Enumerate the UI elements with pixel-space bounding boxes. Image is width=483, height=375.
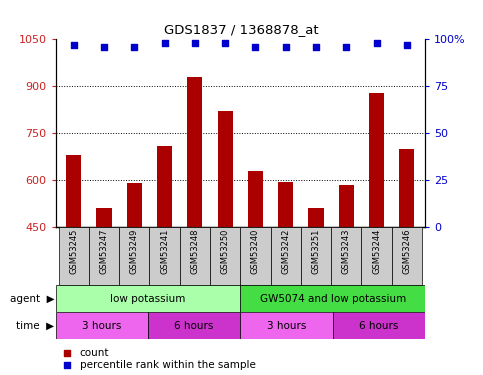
Bar: [89, 227, 119, 285]
Bar: [56, 285, 241, 312]
Text: agent  ▶: agent ▶: [10, 294, 55, 304]
Bar: [157, 146, 172, 368]
Point: [130, 44, 138, 50]
Text: time  ▶: time ▶: [16, 321, 55, 331]
Bar: [270, 227, 301, 285]
Text: GSM53250: GSM53250: [221, 229, 229, 274]
Text: 6 hours: 6 hours: [174, 321, 214, 331]
Bar: [58, 227, 89, 285]
Text: GSM53243: GSM53243: [342, 229, 351, 274]
Text: GSM53242: GSM53242: [281, 229, 290, 274]
Text: GSM53249: GSM53249: [130, 229, 139, 274]
Bar: [339, 185, 354, 368]
Point: [100, 44, 108, 50]
Point: [312, 44, 320, 50]
Bar: [56, 312, 148, 339]
Point: [70, 42, 78, 48]
Bar: [149, 227, 180, 285]
Bar: [278, 182, 293, 368]
Text: GSM53251: GSM53251: [312, 229, 321, 274]
Text: percentile rank within the sample: percentile rank within the sample: [80, 360, 256, 370]
Point: [252, 44, 259, 50]
Text: 3 hours: 3 hours: [267, 321, 306, 331]
Text: GSM53244: GSM53244: [372, 229, 381, 274]
Bar: [127, 183, 142, 368]
Bar: [369, 93, 384, 368]
Point: [342, 44, 350, 50]
Point: [63, 350, 71, 356]
Bar: [301, 227, 331, 285]
Point: [221, 40, 229, 46]
Bar: [361, 227, 392, 285]
Text: GSM53246: GSM53246: [402, 229, 412, 274]
Text: GSM53247: GSM53247: [99, 229, 109, 274]
Text: 3 hours: 3 hours: [82, 321, 121, 331]
Text: GDS1837 / 1368878_at: GDS1837 / 1368878_at: [164, 22, 319, 36]
Text: GW5074 and low potassium: GW5074 and low potassium: [259, 294, 406, 304]
Text: GSM53240: GSM53240: [251, 229, 260, 274]
Bar: [217, 111, 233, 368]
Bar: [180, 227, 210, 285]
Bar: [66, 155, 81, 368]
Bar: [248, 171, 263, 368]
Point: [403, 42, 411, 48]
Bar: [119, 227, 149, 285]
Point: [373, 40, 381, 46]
Point: [161, 40, 169, 46]
Bar: [241, 312, 333, 339]
Bar: [187, 77, 202, 368]
Bar: [309, 209, 324, 368]
Bar: [210, 227, 241, 285]
Point: [282, 44, 290, 50]
Bar: [241, 285, 425, 312]
Bar: [148, 312, 241, 339]
Bar: [399, 149, 414, 368]
Bar: [331, 227, 361, 285]
Text: count: count: [80, 348, 109, 358]
Text: GSM53245: GSM53245: [69, 229, 78, 274]
Text: low potassium: low potassium: [110, 294, 185, 304]
Text: 6 hours: 6 hours: [359, 321, 398, 331]
Point: [191, 40, 199, 46]
Bar: [97, 209, 112, 368]
Bar: [333, 312, 425, 339]
Bar: [392, 227, 422, 285]
Point: [63, 362, 71, 368]
Text: GSM53241: GSM53241: [160, 229, 169, 274]
Text: GSM53248: GSM53248: [190, 229, 199, 274]
Bar: [241, 227, 270, 285]
